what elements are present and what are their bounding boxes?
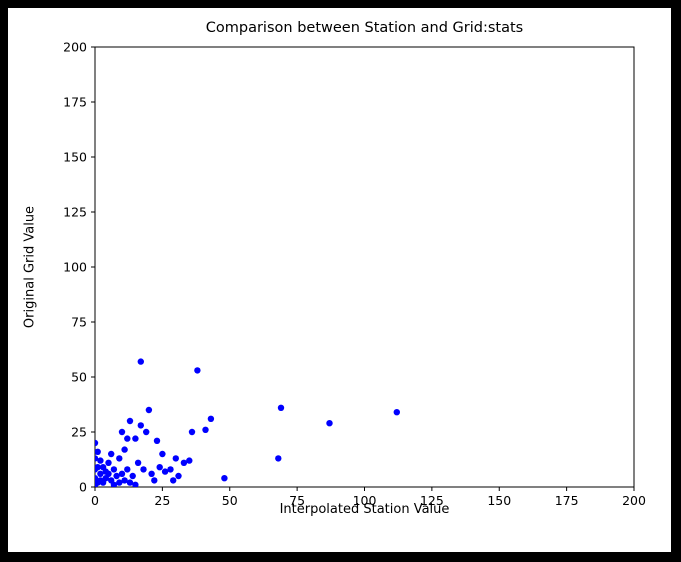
data-point (167, 466, 174, 473)
data-point (126, 479, 134, 486)
data-point (326, 420, 333, 427)
data-point (124, 435, 131, 442)
y-tick-label: 150 (63, 150, 87, 165)
data-point (97, 457, 104, 464)
data-point (151, 477, 158, 484)
data-point (161, 468, 169, 475)
x-tick-label: 0 (91, 493, 99, 508)
data-point (110, 466, 118, 473)
data-point (99, 479, 107, 486)
data-point (207, 415, 215, 422)
x-axis-label: Interpolated Station Value (279, 502, 450, 517)
data-point (393, 409, 400, 416)
plot-frame (94, 46, 635, 488)
data-point (148, 470, 155, 477)
x-tick-label: 50 (222, 493, 238, 508)
data-point (132, 481, 139, 487)
data-point (110, 481, 118, 487)
y-tick-label: 200 (63, 40, 87, 55)
data-point (95, 481, 99, 487)
y-axis-label: Original Grid Value (22, 205, 38, 329)
y-tick-label: 50 (71, 370, 87, 385)
data-point (159, 450, 166, 458)
data-point (132, 435, 139, 442)
data-point (143, 428, 150, 436)
x-tick-label: 175 (555, 493, 579, 508)
data-point (121, 446, 128, 453)
data-point (116, 479, 123, 486)
data-point (118, 470, 126, 477)
x-tick-label: 150 (487, 493, 511, 508)
data-point (95, 439, 99, 447)
data-point (180, 459, 188, 466)
data-point (202, 426, 209, 433)
data-point (134, 459, 142, 466)
data-point (113, 472, 120, 480)
data-point (116, 455, 123, 462)
x-tick-label: 100 (353, 493, 377, 508)
data-point (170, 477, 177, 484)
data-point (126, 417, 134, 425)
x-tick-label: 25 (154, 493, 170, 508)
data-point (156, 464, 163, 471)
y-tick-label: 175 (63, 95, 87, 110)
data-point (275, 455, 282, 462)
y-tick-label: 125 (63, 205, 87, 220)
figure-canvas: 0 25 50 75 100 125 150 175 200 0 25 50 75 100 125 150 17… (8, 8, 671, 552)
points-layer (95, 358, 400, 487)
data-point (277, 404, 285, 411)
data-point (153, 437, 161, 444)
data-point (129, 472, 136, 480)
data-point (175, 472, 182, 480)
data-point (97, 470, 104, 477)
x-tick-label: 125 (420, 493, 444, 508)
data-point (188, 428, 196, 436)
data-point (105, 459, 112, 466)
y-tick-label: 75 (71, 315, 87, 330)
data-point (172, 455, 179, 462)
data-point (95, 448, 101, 455)
y-tick-label: 25 (71, 425, 87, 440)
data-point (194, 367, 201, 374)
data-point (140, 466, 147, 473)
data-point (137, 422, 144, 429)
data-point (118, 428, 126, 436)
data-point (95, 455, 99, 462)
data-point (108, 450, 115, 458)
chart-title: Comparison between Station and Grid:stat… (205, 20, 524, 36)
data-point (124, 466, 131, 473)
data-point (186, 457, 193, 464)
scatter-plot: 0 25 50 75 100 125 150 175 200 0 25 50 75 100 125 150 17… (63, 40, 646, 509)
data-point (145, 406, 153, 414)
data-point (121, 477, 128, 484)
y-tick-label: 0 (79, 480, 87, 495)
data-point (95, 464, 101, 471)
data-point (221, 475, 228, 482)
x-tick-label: 75 (289, 493, 305, 508)
x-tick-label: 200 (622, 493, 646, 508)
data-point (137, 358, 144, 365)
y-tick-label: 100 (63, 260, 87, 275)
